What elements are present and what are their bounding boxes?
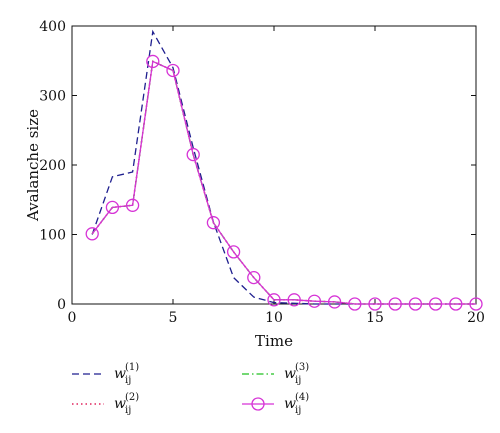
series-line-4 bbox=[91, 60, 476, 305]
series-4-marker bbox=[388, 297, 402, 311]
series-4-marker bbox=[348, 297, 362, 311]
x-tick-label: 20 bbox=[467, 310, 485, 326]
legend-item-4: w ij (4) bbox=[242, 392, 309, 416]
legend-sup-3: (3) bbox=[295, 362, 309, 373]
series-4-marker bbox=[85, 227, 99, 241]
legend-sub-3: ij bbox=[295, 375, 301, 386]
y-axis-label: Avalanche size bbox=[24, 109, 42, 222]
y-tick-label: 100 bbox=[39, 228, 66, 244]
series-4-marker bbox=[166, 63, 180, 78]
series-4-marker bbox=[408, 297, 423, 311]
legend-label-1: w bbox=[114, 366, 126, 382]
legend-label-3: w bbox=[284, 366, 296, 382]
legend-sub-1: ij bbox=[125, 375, 131, 386]
y-tick-label: 400 bbox=[39, 19, 66, 35]
plot-frame bbox=[71, 25, 477, 305]
x-tick-label: 15 bbox=[366, 310, 384, 326]
y-tick-label: 0 bbox=[57, 297, 66, 313]
series-4-marker bbox=[105, 200, 120, 215]
series-4-marker bbox=[428, 297, 443, 311]
x-tick-label: 10 bbox=[265, 310, 283, 326]
series-4-marker bbox=[469, 297, 483, 311]
x-tick-label: 5 bbox=[169, 310, 178, 326]
series-4-marker bbox=[206, 216, 221, 230]
legend-item-1: w ij (1) bbox=[72, 362, 139, 386]
series-4-marker bbox=[247, 270, 261, 285]
series-line-2 bbox=[91, 60, 476, 305]
series-4-marker bbox=[125, 198, 140, 212]
series-layer bbox=[85, 29, 483, 311]
legend-item-2: w ij (2) bbox=[72, 392, 139, 416]
axis-ticks bbox=[71, 25, 477, 305]
y-tick-label: 300 bbox=[39, 89, 66, 105]
legend-label-2: w bbox=[114, 396, 126, 412]
series-4-marker bbox=[307, 294, 322, 308]
series-4-marker bbox=[327, 295, 342, 309]
x-tick-label: 0 bbox=[68, 310, 77, 326]
legend-sup-2: (2) bbox=[125, 392, 139, 403]
x-axis-label: Time bbox=[255, 332, 293, 350]
legend-item-3: w ij (3) bbox=[242, 362, 309, 386]
legend-sup-1: (1) bbox=[125, 362, 139, 373]
y-tick-label: 200 bbox=[39, 158, 66, 174]
legend-sup-4: (4) bbox=[295, 392, 309, 403]
series-4-marker bbox=[287, 293, 301, 307]
series-4-marker bbox=[186, 147, 200, 162]
series-4-marker bbox=[449, 297, 463, 311]
legend-sub-2: ij bbox=[125, 405, 131, 416]
legend-marker-4 bbox=[251, 397, 265, 411]
series-4-marker bbox=[267, 293, 281, 307]
series-4-marker bbox=[146, 54, 160, 69]
legend-label-4: w bbox=[284, 396, 296, 412]
series-line-3 bbox=[91, 60, 476, 305]
series-4-marker bbox=[368, 297, 382, 311]
series-line-1 bbox=[91, 29, 476, 305]
legend: w ij(1)w ij(2)w ij(3)w ij(4) bbox=[72, 362, 309, 416]
series-4-marker bbox=[226, 245, 241, 259]
legend-sub-4: ij bbox=[295, 405, 301, 416]
